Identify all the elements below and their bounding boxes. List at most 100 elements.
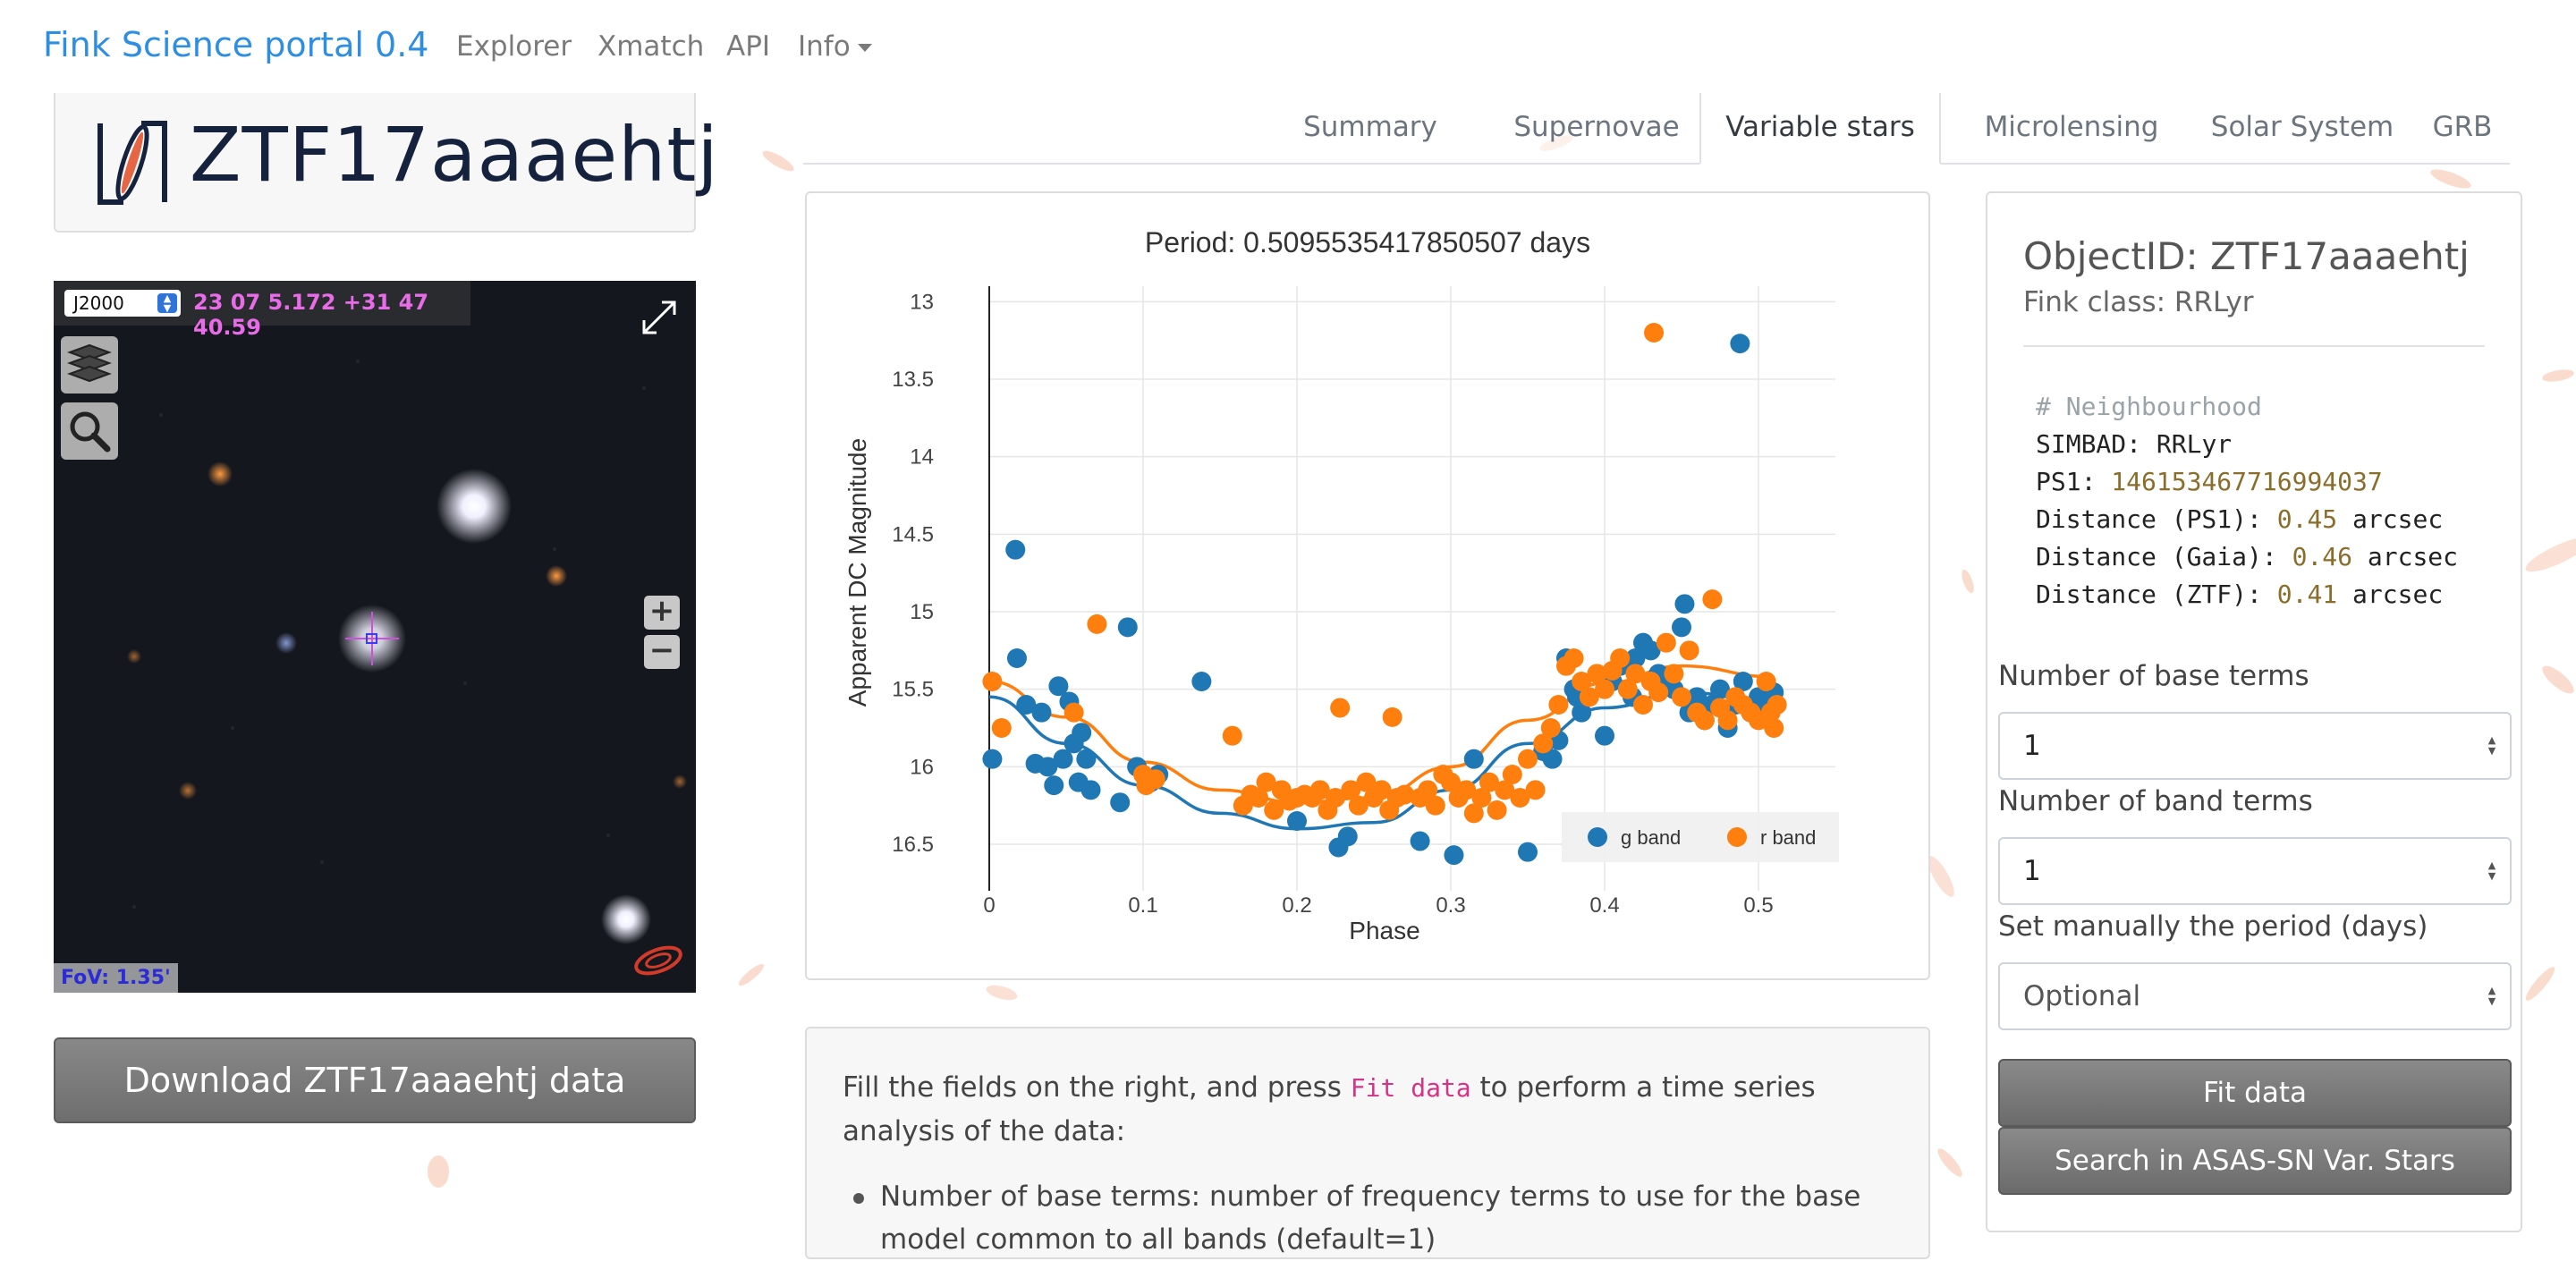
r-band-point[interactable]: [1648, 682, 1669, 703]
r-band-point[interactable]: [1672, 687, 1691, 707]
r-band-point[interactable]: [1356, 772, 1377, 792]
g-band-point[interactable]: [1072, 723, 1092, 743]
g-band-point[interactable]: [1625, 648, 1646, 668]
g-band-point[interactable]: [1640, 640, 1661, 661]
g-band-point[interactable]: [1110, 792, 1131, 813]
r-band-point[interactable]: [1256, 772, 1276, 792]
r-band-point[interactable]: [1617, 679, 1638, 699]
spinner-icon[interactable]: ▲ ▼: [2487, 859, 2496, 882]
r-band-point[interactable]: [1625, 664, 1646, 684]
layers-button[interactable]: [61, 336, 118, 394]
r-band-point[interactable]: [1326, 788, 1345, 808]
g-band-point[interactable]: [1076, 749, 1097, 769]
g-band-point[interactable]: [1038, 757, 1058, 777]
g-band-point[interactable]: [1044, 775, 1064, 796]
r-band-point[interactable]: [1548, 695, 1569, 715]
g-band-point[interactable]: [1710, 679, 1730, 699]
g-band-point[interactable]: [1672, 617, 1691, 638]
g-band-point[interactable]: [982, 749, 1003, 769]
r-band-point[interactable]: [1264, 800, 1284, 820]
r-band-point[interactable]: [1418, 780, 1438, 800]
r-band-point[interactable]: [1579, 687, 1599, 707]
nav-api[interactable]: API: [726, 30, 771, 63]
r-band-point[interactable]: [1441, 772, 1461, 792]
r-band-point[interactable]: [991, 718, 1012, 738]
g-band-point[interactable]: [1080, 780, 1101, 800]
nav-explorer[interactable]: Explorer: [456, 30, 572, 63]
r-band-point[interactable]: [1756, 672, 1776, 691]
download-data-button[interactable]: Download ZTF17aaaehtj data: [54, 1037, 696, 1123]
g-band-point[interactable]: [1016, 695, 1037, 715]
r-band-point[interactable]: [1702, 589, 1723, 610]
g-band-point[interactable]: [1410, 831, 1430, 851]
r-band-point[interactable]: [1471, 788, 1492, 808]
r-band-point[interactable]: [1502, 765, 1522, 784]
r-band-point[interactable]: [1063, 702, 1084, 723]
r-band-point[interactable]: [1518, 749, 1538, 769]
r-band-point[interactable]: [1525, 780, 1546, 800]
r-band-point[interactable]: [1610, 648, 1631, 668]
g-band-point[interactable]: [1191, 672, 1212, 691]
g-band-point[interactable]: [1005, 539, 1026, 560]
r-band-point[interactable]: [1656, 632, 1676, 653]
tab-supernovae[interactable]: Supernovae: [1513, 111, 1680, 143]
phase-folded-lightcurve[interactable]: Period: 0.5095535417850507 days 0 0.1 0.2 0…: [807, 193, 1928, 978]
tab-summary[interactable]: Summary: [1303, 111, 1437, 143]
tab-microlensing[interactable]: Microlensing: [1984, 111, 2159, 143]
g-band-point[interactable]: [1463, 749, 1484, 769]
sky-viewer[interactable]: J2000 ▲ ▼ 23 07 5.172 +31 47 40.59 + − Fo…: [54, 281, 696, 993]
r-band-point[interactable]: [1348, 795, 1368, 816]
r-band-point[interactable]: [1664, 664, 1684, 684]
r-band-point[interactable]: [1595, 679, 1614, 699]
g-band-point[interactable]: [1595, 725, 1614, 746]
r-band-point[interactable]: [1425, 795, 1445, 816]
g-band-point[interactable]: [1730, 334, 1750, 354]
r-band-point[interactable]: [1540, 718, 1561, 738]
g-band-point[interactable]: [1287, 811, 1307, 831]
zoom-in-button[interactable]: +: [644, 596, 680, 630]
zoom-out-button[interactable]: −: [644, 635, 680, 669]
g-band-point[interactable]: [1518, 842, 1538, 862]
g-band-point[interactable]: [1687, 687, 1707, 707]
brand-link[interactable]: Fink Science portal 0.4: [43, 25, 429, 64]
nav-info-dropdown[interactable]: Info: [798, 30, 872, 63]
r-band-point[interactable]: [1463, 803, 1484, 824]
g-band-point[interactable]: [1048, 676, 1069, 697]
r-band-point[interactable]: [1764, 718, 1784, 738]
base-terms-input[interactable]: 1 ▲ ▼: [1998, 712, 2512, 780]
search-sky-button[interactable]: [61, 402, 118, 460]
g-band-point[interactable]: [1444, 845, 1464, 866]
spinner-icon[interactable]: ▲ ▼: [2487, 734, 2496, 757]
tab-grb[interactable]: GRB: [2432, 111, 2493, 143]
band-terms-input[interactable]: 1 ▲ ▼: [1998, 837, 2512, 905]
r-band-point[interactable]: [1587, 664, 1607, 684]
r-band-point[interactable]: [1487, 800, 1507, 820]
r-band-point[interactable]: [1341, 780, 1361, 800]
r-band-point[interactable]: [1382, 707, 1402, 727]
g-band-point[interactable]: [1117, 617, 1138, 638]
g-band-point[interactable]: [1053, 749, 1073, 769]
r-band-point[interactable]: [1145, 769, 1165, 790]
r-band-point[interactable]: [1330, 698, 1351, 718]
r-band-point[interactable]: [1633, 695, 1653, 715]
tab-solar-system[interactable]: Solar System: [2210, 111, 2394, 143]
r-band-point[interactable]: [1644, 323, 1665, 343]
r-band-point[interactable]: [1222, 725, 1242, 746]
fullscreen-icon[interactable]: [639, 297, 680, 338]
r-band-point[interactable]: [1456, 780, 1477, 800]
r-band-point[interactable]: [1394, 784, 1415, 805]
r-band-point[interactable]: [1495, 780, 1515, 800]
period-input[interactable]: Optional ▲ ▼: [1998, 962, 2512, 1030]
spinner-icon[interactable]: ▲ ▼: [2487, 985, 2496, 1007]
r-band-point[interactable]: [982, 672, 1003, 691]
g-band-point[interactable]: [1337, 826, 1358, 847]
r-band-point[interactable]: [1717, 710, 1738, 731]
r-band-point[interactable]: [1572, 672, 1592, 691]
r-band-point[interactable]: [1309, 780, 1330, 800]
r-band-point[interactable]: [1694, 710, 1715, 731]
r-band-point[interactable]: [1479, 772, 1499, 792]
r-band-point[interactable]: [1767, 695, 1787, 715]
g-band-point[interactable]: [1542, 749, 1563, 769]
r-band-point[interactable]: [1533, 733, 1554, 754]
g-band-point[interactable]: [1572, 702, 1592, 723]
